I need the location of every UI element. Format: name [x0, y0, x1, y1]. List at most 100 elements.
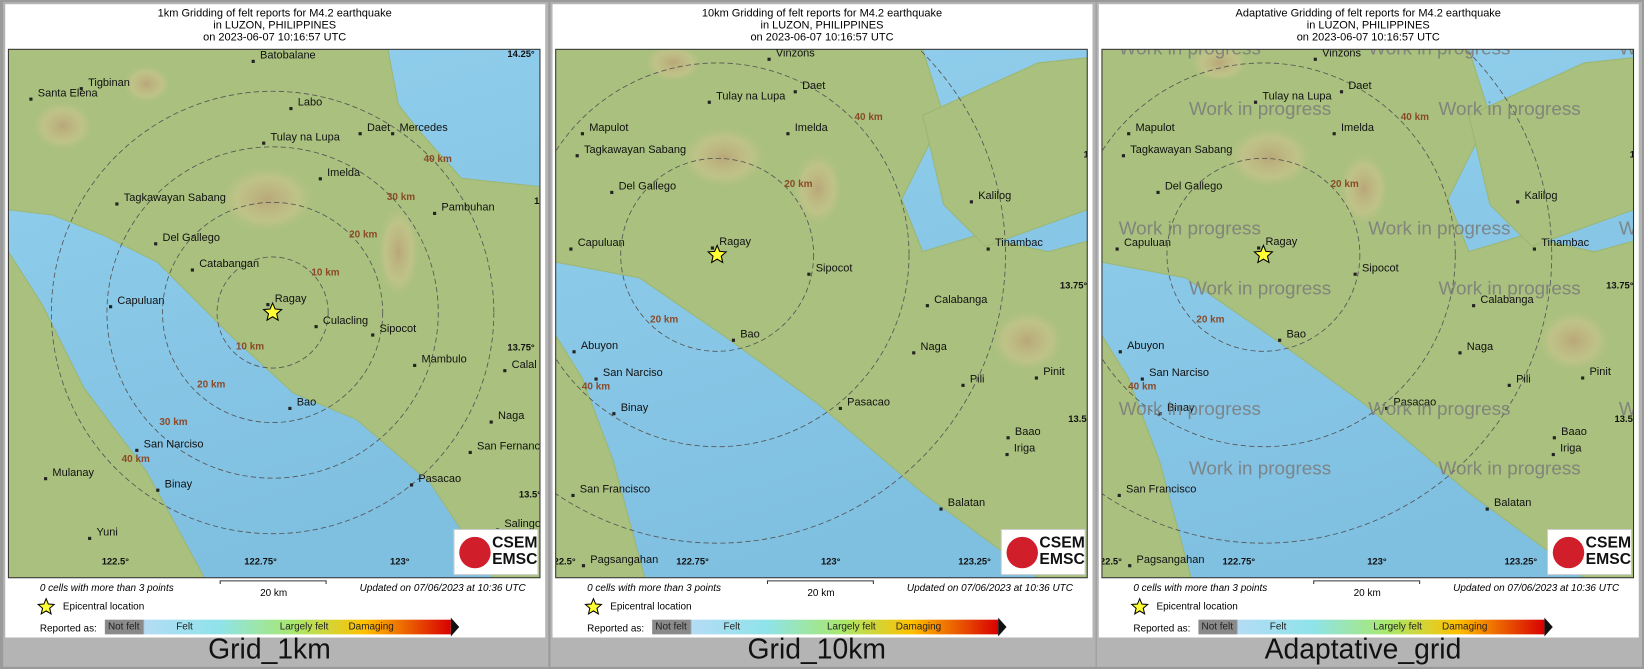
- updated-note: Updated on 07/06/2023 at 10:36 UTC: [907, 583, 1074, 594]
- place-label: Bao: [740, 328, 760, 340]
- panel: Adaptative Gridding of felt reports for …: [1096, 2, 1644, 667]
- place-label: Iriga: [1560, 443, 1582, 455]
- panel: 1km Gridding of felt reports for M4.2 ea…: [3, 2, 549, 667]
- relief: [1222, 123, 1317, 191]
- place-dot: [1278, 338, 1282, 342]
- lat-label: 13.75°: [1606, 280, 1634, 291]
- place-dot: [1128, 564, 1132, 568]
- place-label: Yuni: [96, 527, 117, 539]
- watermark: Work in progress: [1189, 277, 1331, 298]
- distance-ring: [555, 62, 910, 448]
- place-dot: [793, 90, 797, 94]
- lat-label: 14°: [1083, 149, 1097, 160]
- place-label: Mapulot: [589, 122, 628, 134]
- map-border: [555, 48, 1088, 579]
- place-label: Tulay na Lupa: [1262, 90, 1332, 102]
- place-label: Bao: [297, 397, 317, 409]
- place-dot: [838, 406, 842, 410]
- place-dot: [1156, 190, 1160, 195]
- place-dot: [1117, 493, 1121, 498]
- place-dot: [710, 246, 715, 250]
- place-dot: [612, 412, 616, 416]
- place-dot: [433, 211, 437, 215]
- scale-bar: [766, 580, 874, 585]
- ring-label: 20 km: [197, 379, 225, 390]
- map-title: 10km Gridding of felt reports for M4.2 e…: [702, 8, 942, 20]
- watermark: Work in progress: [1619, 37, 1644, 58]
- place-dot: [912, 351, 916, 355]
- watermark: Work in progress: [1368, 398, 1510, 419]
- place-dot: [358, 132, 362, 136]
- place-label: Pili: [970, 373, 985, 385]
- lat-label: 13.5°: [1615, 413, 1637, 424]
- lon-label: 123°: [390, 556, 410, 567]
- distance-ring: [1101, 49, 1553, 544]
- class-label: Not felt: [108, 622, 140, 633]
- place-dot: [1034, 376, 1038, 380]
- distance-ring: [216, 256, 329, 369]
- place-label: Capuluan: [1124, 237, 1171, 249]
- place-dot: [115, 202, 119, 206]
- place-label: San Francisco: [1126, 484, 1196, 496]
- place-label: Catabangan: [199, 258, 259, 270]
- place-label: Abuyon: [1127, 340, 1164, 352]
- place-label: Ragay: [1266, 236, 1298, 248]
- place-label: Tulay na Lupa: [271, 131, 341, 143]
- ring-label: 20 km: [1331, 179, 1359, 190]
- place-dot: [1253, 100, 1258, 104]
- place-label: Tagkawayan Sabang: [124, 192, 226, 204]
- cells-note: 0 cells with more than 3 points: [40, 583, 174, 594]
- scale-label: 20 km: [260, 588, 287, 599]
- watermark: Work in progress: [1439, 277, 1581, 298]
- place-label: Daet: [802, 80, 825, 92]
- place-label: Pambuhan: [441, 202, 494, 214]
- relief: [1533, 307, 1614, 375]
- place-label: San Narciso: [603, 367, 663, 379]
- place-dot: [1507, 383, 1511, 387]
- place-label: Sipocot: [380, 323, 417, 335]
- place-dot: [409, 483, 414, 487]
- watermark: Work in progress: [1619, 218, 1644, 239]
- place-dot: [1006, 436, 1010, 440]
- place-dot: [581, 564, 586, 568]
- class-label: Felt: [176, 622, 193, 633]
- place-dot: [807, 272, 811, 276]
- place-dot: [575, 154, 579, 158]
- ring-label: 40 km: [1128, 382, 1156, 393]
- place-label: Del Gallego: [1165, 181, 1222, 193]
- color-bar-arrow: [998, 617, 1007, 637]
- panel: 10km Gridding of felt reports for M4.2 e…: [550, 2, 1097, 667]
- place-label: Pagsangahan: [1137, 554, 1205, 566]
- place-dot: [707, 100, 711, 104]
- place-label: Tigbinan: [88, 77, 130, 89]
- place-label: Kalilog: [1524, 190, 1557, 202]
- lon-label: 122.75°: [1223, 556, 1256, 567]
- updated-note: Updated on 07/06/2023 at 10:36 UTC: [360, 583, 527, 594]
- distance-ring: [162, 201, 384, 423]
- place-label: Abuyon: [581, 340, 618, 352]
- place-label: Calal: [512, 359, 537, 371]
- place-label: Tinambac: [1541, 237, 1589, 249]
- place-label: Ragay: [275, 293, 307, 305]
- watermark: Work in progress: [1368, 218, 1510, 239]
- place-label: Balatan: [1494, 497, 1531, 509]
- reported-as: Reported as:: [40, 624, 97, 635]
- cells-note: 0 cells with more than 3 points: [1133, 583, 1267, 594]
- place-label: Pinit: [1043, 366, 1064, 378]
- place-label: Balatan: [948, 497, 985, 509]
- place-dot: [391, 132, 395, 136]
- place-label: Vinzons: [1322, 47, 1361, 59]
- place-label: Naga: [921, 341, 948, 353]
- panel-caption: Grid_10km: [748, 633, 886, 665]
- place-label: Del Gallego: [619, 181, 676, 193]
- place-label: Pagsangahan: [590, 554, 658, 566]
- lon-label: 122.75°: [676, 556, 709, 567]
- map: Vinzons Daet Tulay na Lupa Mapulot Imelda Tag…: [1100, 37, 1644, 578]
- lon-label: 22.5°: [1100, 556, 1122, 567]
- place-dot: [1581, 376, 1585, 380]
- relief: [987, 307, 1068, 375]
- ring-label: 40 km: [1401, 112, 1429, 123]
- reported-as: Reported as:: [1133, 624, 1190, 635]
- place-dot: [44, 477, 48, 481]
